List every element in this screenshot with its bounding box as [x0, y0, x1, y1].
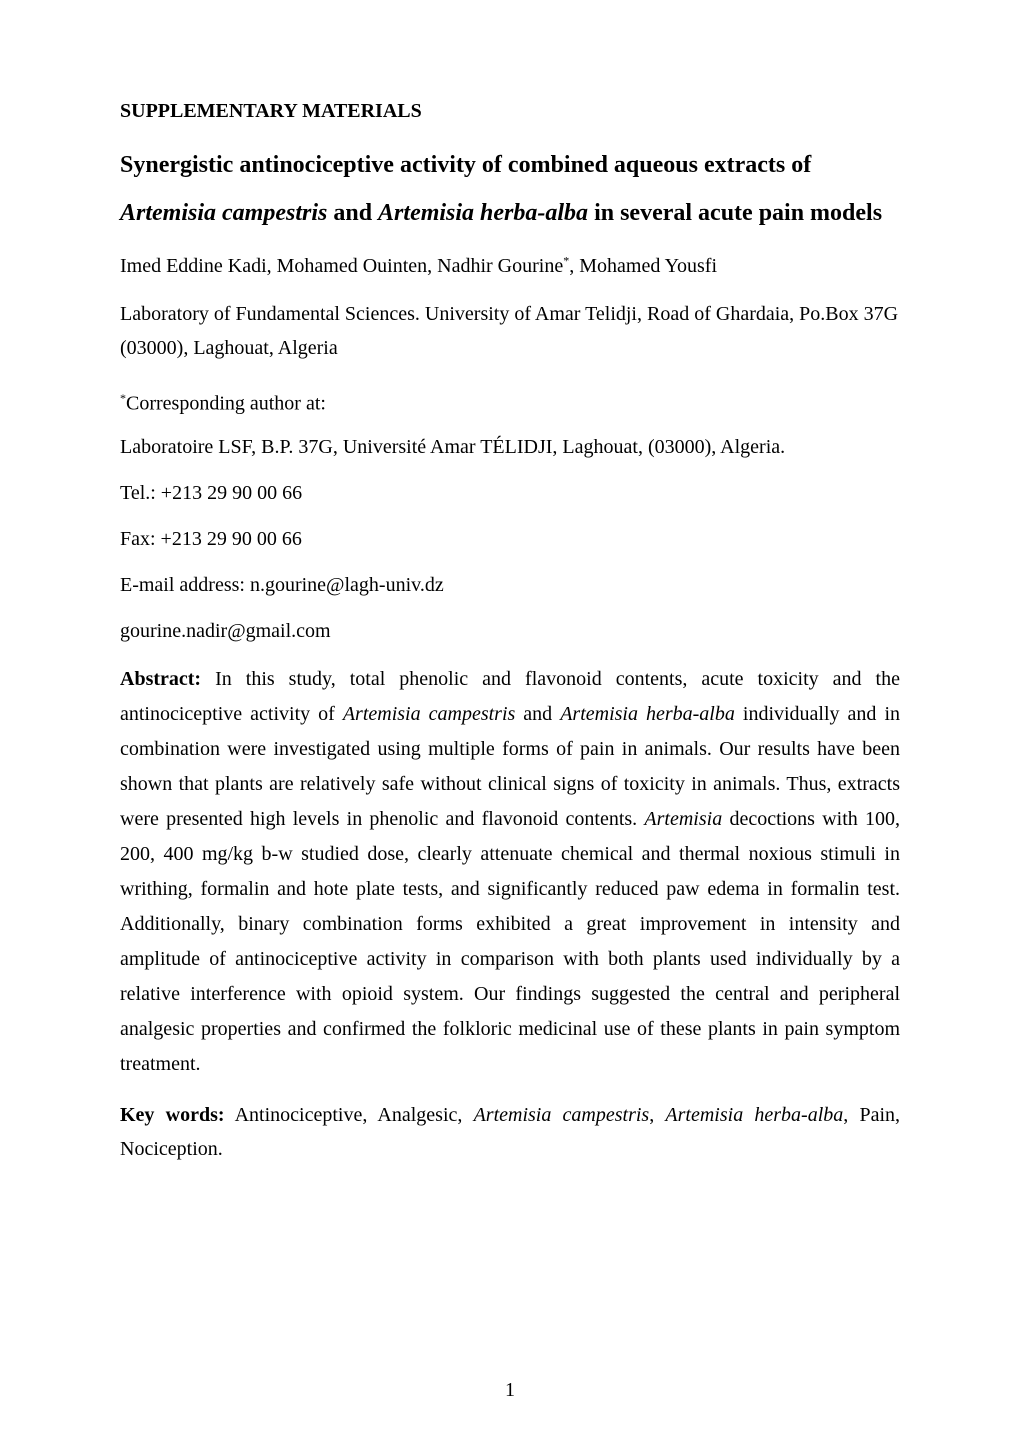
page: SUPPLEMENTARY MATERIALS Synergistic anti…	[0, 0, 1020, 1442]
main-title: Synergistic antinociceptive activity of …	[120, 141, 900, 237]
abstract-i3: Artemisia	[644, 808, 722, 830]
title-mid: and	[327, 200, 378, 226]
authors-part-1: Imed Eddine Kadi, Mohamed Ouinten, Nadhi…	[120, 255, 563, 277]
page-number: 1	[0, 1379, 1020, 1402]
title-post: in several acute pain models	[588, 200, 882, 226]
abstract-t2: and	[515, 703, 560, 725]
keywords: Key words: Antinociceptive, Analgesic, A…	[120, 1098, 900, 1166]
keywords-label: Key words:	[120, 1104, 225, 1126]
keywords-t2: ,	[649, 1104, 665, 1126]
title-pre: Synergistic antinociceptive activity of …	[120, 152, 811, 178]
keywords-t1: Antinociceptive, Analgesic,	[225, 1104, 474, 1126]
authors-part-2: , Mohamed Yousfi	[569, 255, 717, 277]
affiliation: Laboratory of Fundamental Sciences. Univ…	[120, 297, 900, 365]
keywords-i1: Artemisia campestris	[474, 1104, 650, 1126]
abstract-t4: decoctions with 100, 200, 400 mg/kg b-w …	[120, 808, 900, 1075]
corr-text: Corresponding author at:	[126, 393, 326, 415]
authors: Imed Eddine Kadi, Mohamed Ouinten, Nadhi…	[120, 251, 900, 281]
abstract: Abstract: In this study, total phenolic …	[120, 662, 900, 1082]
email-2: gourine.nadir@gmail.com	[120, 616, 900, 646]
keywords-i2: Artemisia herba-alba	[665, 1104, 843, 1126]
title-italic-1: Artemisia campestris	[120, 200, 327, 226]
telephone: Tel.: +213 29 90 00 66	[120, 478, 900, 508]
abstract-i2: Artemisia herba-alba	[560, 703, 735, 725]
supplementary-title: SUPPLEMENTARY MATERIALS	[120, 100, 900, 123]
fax: Fax: +213 29 90 00 66	[120, 524, 900, 554]
corresponding-author-label: *Corresponding author at:	[120, 391, 900, 416]
lab-address: Laboratoire LSF, B.P. 37G, Université Am…	[120, 432, 900, 462]
title-italic-2: Artemisia herba-alba	[378, 200, 588, 226]
abstract-i1: Artemisia campestris	[343, 703, 515, 725]
abstract-label: Abstract:	[120, 668, 201, 690]
email-1: E-mail address: n.gourine@lagh-univ.dz	[120, 570, 900, 600]
